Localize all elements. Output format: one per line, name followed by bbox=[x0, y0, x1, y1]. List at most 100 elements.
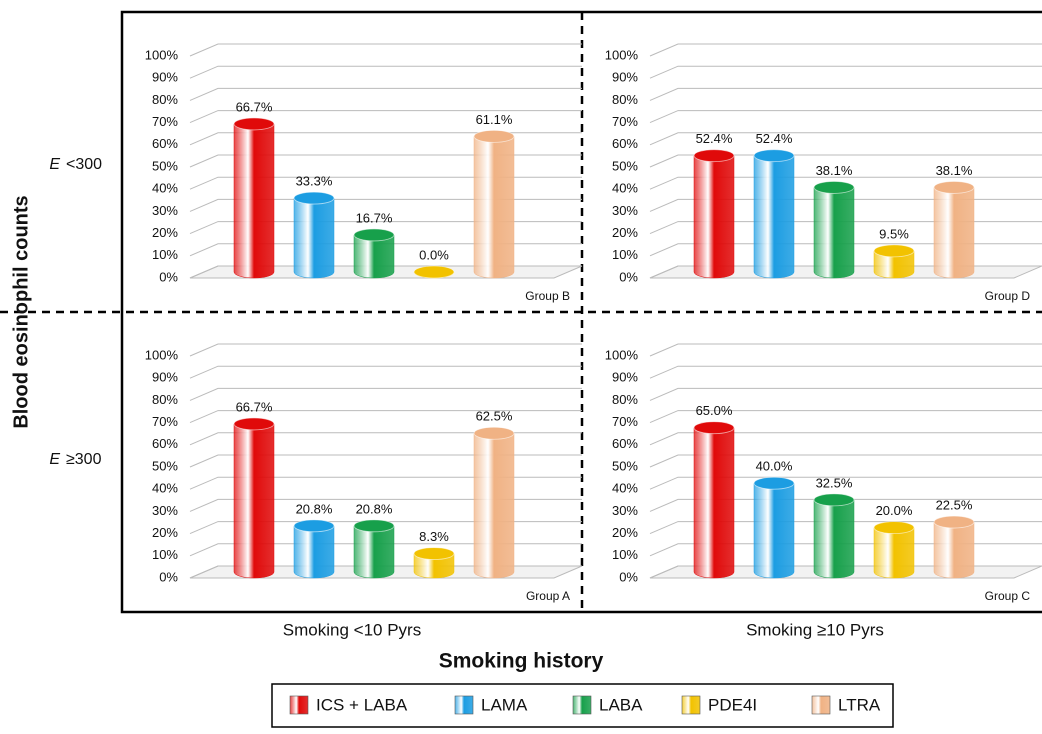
y-tick-label: 60% bbox=[612, 136, 638, 151]
value-label: 22.5% bbox=[936, 497, 973, 512]
bar-cap bbox=[933, 181, 975, 194]
y-tick-label: 40% bbox=[152, 181, 178, 196]
bar bbox=[693, 155, 735, 279]
grid-line bbox=[649, 110, 1042, 124]
y-tick-label: 80% bbox=[152, 92, 178, 107]
grid-line bbox=[189, 476, 582, 490]
y-tick-label: 20% bbox=[152, 525, 178, 540]
y-tick-label: 50% bbox=[612, 458, 638, 473]
y-tick-label: 40% bbox=[612, 181, 638, 196]
grid-line bbox=[649, 454, 1042, 468]
y-tick-label: 20% bbox=[612, 225, 638, 240]
y-tick-label: 50% bbox=[152, 458, 178, 473]
bar bbox=[813, 499, 855, 579]
bar bbox=[233, 423, 275, 579]
bar-cap bbox=[413, 265, 455, 279]
group-label: Group C bbox=[985, 589, 1031, 603]
grid-line bbox=[649, 432, 1042, 446]
y-tick-label: 60% bbox=[612, 436, 638, 451]
y-tick-label: 100% bbox=[605, 347, 639, 362]
grid-line bbox=[189, 410, 582, 424]
y-tick-label: 100% bbox=[145, 47, 179, 62]
grid-line bbox=[649, 498, 1042, 512]
y-tick-label: 30% bbox=[152, 503, 178, 518]
grid-line bbox=[189, 221, 582, 235]
y-tick-label: 90% bbox=[152, 370, 178, 385]
bar bbox=[233, 123, 275, 279]
group-label: Group D bbox=[985, 289, 1031, 303]
grid-line bbox=[189, 432, 582, 446]
bar-cap bbox=[873, 244, 915, 258]
bar-cap bbox=[933, 515, 975, 529]
group-label: Group B bbox=[525, 289, 570, 303]
value-label: 65.0% bbox=[696, 403, 733, 418]
y-tick-label: 30% bbox=[152, 203, 178, 218]
value-label: 40.0% bbox=[756, 459, 793, 474]
bar-cap bbox=[753, 149, 795, 163]
y-tick-label: 10% bbox=[612, 547, 638, 562]
y-tick-label: 50% bbox=[612, 158, 638, 173]
grid-line bbox=[189, 65, 582, 79]
y-tick-label: 30% bbox=[612, 203, 638, 218]
y-tick-label: 10% bbox=[152, 247, 178, 262]
grid-line bbox=[189, 198, 582, 212]
bar-cap bbox=[753, 476, 795, 490]
y-tick-label: 60% bbox=[152, 136, 178, 151]
y-tick-label: 0% bbox=[619, 569, 638, 584]
bar-cap bbox=[693, 149, 735, 163]
value-label: 38.1% bbox=[936, 163, 973, 178]
legend-label: LAMA bbox=[481, 695, 528, 714]
column-label: Smoking ≥10 Pyrs bbox=[746, 620, 884, 639]
bar-cap bbox=[353, 228, 395, 242]
y-tick-label: 70% bbox=[612, 414, 638, 429]
legend-swatch bbox=[811, 695, 831, 715]
y-tick-label: 0% bbox=[159, 569, 178, 584]
value-label: 20.8% bbox=[356, 501, 393, 516]
row-label: ≥300 bbox=[66, 451, 102, 468]
bar-cap bbox=[873, 521, 915, 534]
grid-line bbox=[649, 43, 1042, 57]
y-tick-label: 70% bbox=[152, 114, 178, 129]
legend-swatch bbox=[289, 695, 309, 715]
grid-line bbox=[649, 565, 1042, 579]
grid-line bbox=[189, 454, 582, 468]
y-tick-label: 60% bbox=[152, 436, 178, 451]
y-tick-label: 50% bbox=[152, 158, 178, 173]
grid-line bbox=[189, 132, 582, 146]
y-tick-label: 40% bbox=[152, 481, 178, 496]
grid-line bbox=[649, 543, 1042, 557]
bar bbox=[473, 136, 515, 279]
bar bbox=[413, 553, 455, 579]
value-label: 62.5% bbox=[476, 409, 513, 424]
grid-line bbox=[649, 176, 1042, 190]
grid-line bbox=[189, 343, 582, 357]
grid-line bbox=[189, 265, 582, 279]
y-tick-label: 20% bbox=[612, 525, 638, 540]
y-tick-label: 70% bbox=[612, 114, 638, 129]
value-label: 20.0% bbox=[876, 503, 913, 518]
bar-cap bbox=[473, 426, 515, 440]
grid-line bbox=[649, 265, 1042, 279]
grid-line bbox=[189, 365, 582, 379]
grid-line bbox=[649, 221, 1042, 235]
grid-line bbox=[649, 387, 1042, 401]
grid-line bbox=[189, 43, 582, 57]
bar-cap bbox=[813, 181, 855, 194]
bar-cap bbox=[693, 421, 735, 435]
value-label: 9.5% bbox=[879, 226, 909, 241]
value-label: 52.4% bbox=[756, 131, 793, 146]
grid-line bbox=[189, 565, 582, 579]
grid-line bbox=[649, 343, 1042, 357]
legend-swatch bbox=[454, 695, 474, 715]
value-label: 33.3% bbox=[296, 174, 333, 189]
bar bbox=[873, 527, 915, 579]
grid-line bbox=[189, 498, 582, 512]
y-title: Blood eosinophil counts bbox=[10, 195, 32, 428]
grid-line bbox=[649, 87, 1042, 101]
y-tick-label: 90% bbox=[612, 370, 638, 385]
grid-line bbox=[189, 154, 582, 168]
bar-cap bbox=[473, 129, 515, 143]
value-label: 0.0% bbox=[419, 247, 449, 262]
bar-cap bbox=[353, 519, 395, 533]
